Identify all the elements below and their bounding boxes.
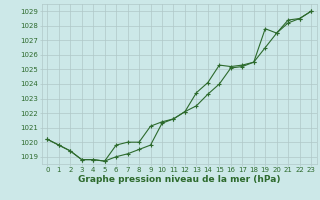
X-axis label: Graphe pression niveau de la mer (hPa): Graphe pression niveau de la mer (hPa): [78, 175, 280, 184]
